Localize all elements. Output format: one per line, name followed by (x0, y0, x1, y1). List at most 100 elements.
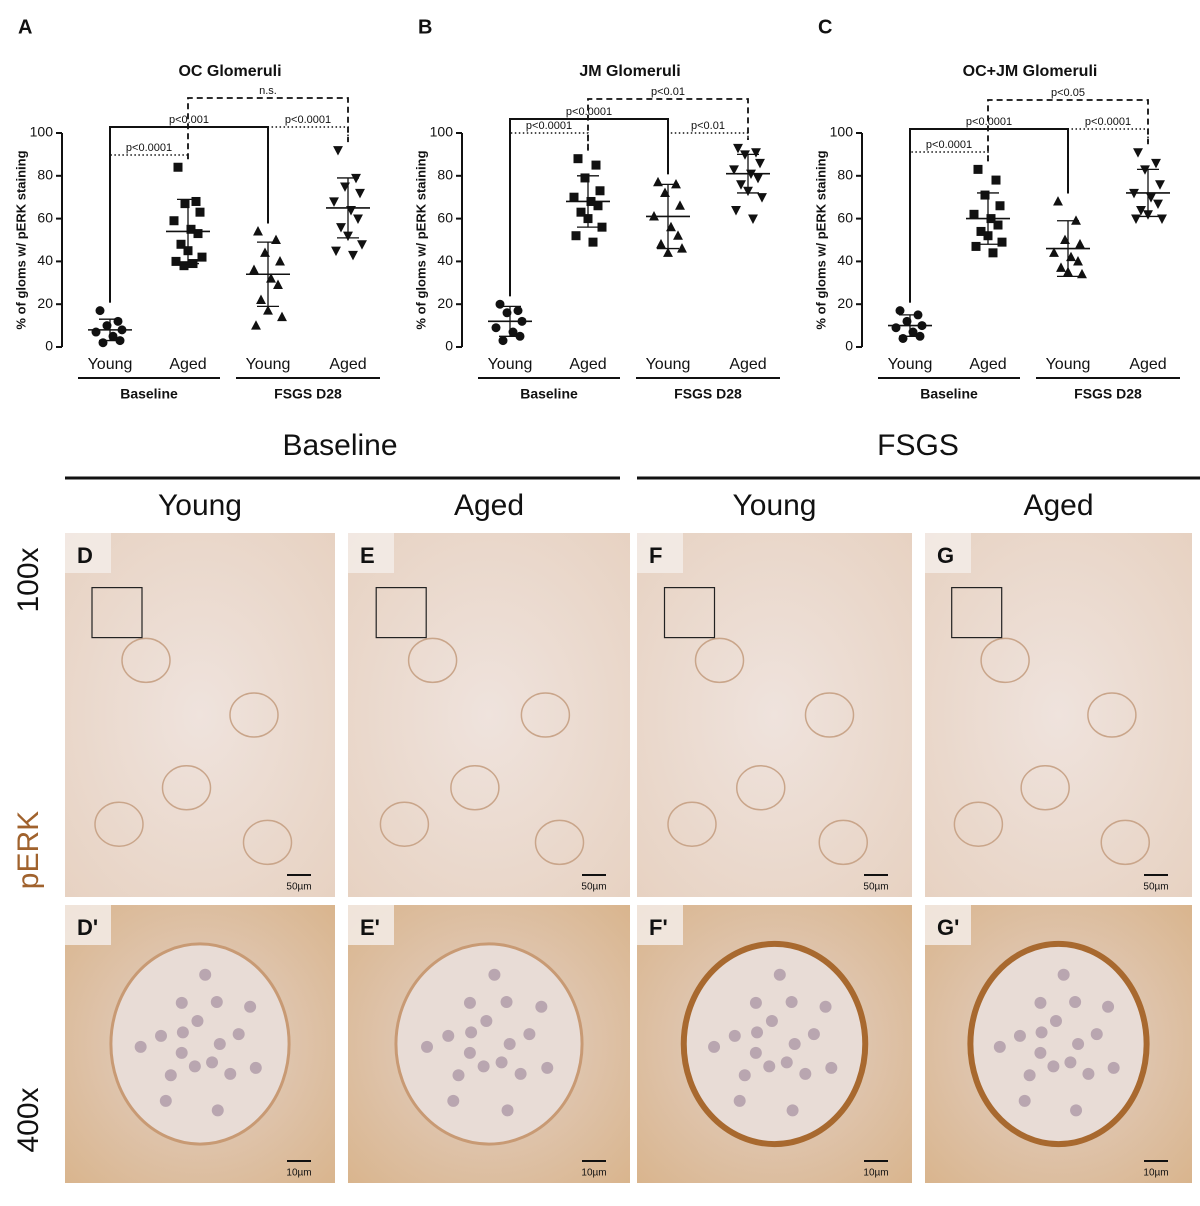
scale-label: 50µm (1143, 882, 1168, 893)
nucleus (1072, 1038, 1085, 1050)
data-point (191, 196, 201, 206)
data-point (1153, 199, 1163, 210)
x-tick-label: Young (246, 356, 291, 373)
nucleus (500, 996, 513, 1009)
data-point (591, 160, 601, 170)
data-point (576, 207, 586, 217)
chart-title: OC+JM Glomeruli (963, 63, 1098, 80)
x-tick-label: Young (888, 356, 933, 373)
chart-title: OC Glomeruli (178, 63, 281, 80)
y-tick-label: 100 (30, 124, 54, 140)
data-point (331, 246, 341, 257)
inset-box (663, 586, 716, 639)
nucleus (159, 1094, 172, 1107)
data-point (491, 323, 501, 333)
group-label: FSGS D28 (674, 386, 742, 402)
glomerulus (967, 940, 1150, 1148)
data-point (580, 173, 590, 183)
nucleus (249, 1061, 262, 1074)
nucleus (465, 1026, 478, 1039)
data-point (988, 248, 998, 258)
group-label: Baseline (120, 386, 178, 402)
data-point (1075, 238, 1085, 249)
significance-bracket (667, 132, 749, 175)
nucleus (738, 1069, 751, 1082)
panel-label: G' (937, 915, 959, 940)
nucleus (224, 1067, 237, 1080)
nucleus (765, 1015, 778, 1028)
data-point (113, 316, 123, 326)
data-point (508, 327, 518, 337)
nucleus (514, 1067, 527, 1080)
data-point (973, 164, 983, 174)
data-point (755, 158, 765, 169)
data-point (995, 201, 1005, 211)
data-point (993, 220, 1003, 230)
data-point (1136, 205, 1146, 216)
panel-label: E' (360, 915, 380, 940)
inset-box (91, 586, 143, 639)
data-point (348, 250, 358, 261)
nucleus (134, 1040, 147, 1053)
y-tick-label: 40 (837, 252, 853, 268)
panel-label: E (360, 543, 375, 568)
y-tick-label: 60 (837, 209, 853, 225)
glomerulus (980, 637, 1030, 684)
y-tick-label: 0 (845, 338, 853, 354)
glomerulus (394, 942, 584, 1146)
data-point (733, 143, 743, 154)
data-point (333, 146, 343, 156)
nucleus (763, 1060, 776, 1073)
nucleus (1057, 968, 1070, 981)
nucleus (176, 1026, 189, 1039)
nucleus (749, 996, 762, 1009)
glomerulus (109, 942, 291, 1146)
nucleus (1107, 1061, 1120, 1074)
data-point (1056, 262, 1066, 272)
glomerulus (121, 637, 171, 684)
panel-label: C (818, 16, 832, 38)
data-point (351, 173, 361, 184)
scale-label: 10µm (1143, 1168, 1168, 1179)
y-tick-label: 60 (37, 209, 53, 225)
y-tick-label: 80 (837, 167, 853, 183)
nucleus (733, 1094, 746, 1107)
data-point (740, 150, 750, 160)
panel-label: F (649, 543, 662, 568)
significance-bracket (509, 118, 669, 297)
nucleus (188, 1060, 201, 1073)
nucleus (535, 1000, 548, 1013)
panel-label-bg (637, 905, 683, 945)
panel-label-bg (65, 905, 111, 945)
panel-label: D' (77, 915, 98, 940)
nucleus (501, 1104, 514, 1117)
y-tick-label: 0 (45, 338, 53, 354)
data-point (675, 200, 685, 210)
data-point (969, 209, 979, 219)
glomerulus (694, 637, 745, 684)
data-point (179, 261, 189, 271)
x-tick-label: Young (488, 356, 533, 373)
nucleus (1034, 1046, 1047, 1059)
nucleus (728, 1029, 741, 1042)
group-label: FSGS D28 (1074, 386, 1142, 402)
data-point (980, 190, 990, 200)
data-point (571, 231, 581, 241)
data-point (336, 223, 346, 233)
glomerulus (1087, 692, 1137, 738)
data-point (751, 148, 761, 158)
data-point (673, 230, 683, 240)
y-axis-label: % of gloms w/ pERK staining (13, 150, 28, 329)
data-point (329, 197, 339, 207)
p-value: p<0.0001 (566, 106, 612, 118)
x-tick-label: Aged (329, 356, 366, 373)
y-tick-label: 80 (37, 167, 53, 183)
data-point (275, 256, 285, 266)
group-label: Baseline (520, 386, 578, 402)
nucleus (785, 996, 798, 1009)
significance-bracket (187, 97, 349, 160)
scale-label: 10µm (863, 1168, 888, 1179)
nucleus (175, 996, 188, 1009)
data-point (173, 162, 183, 172)
data-point (98, 338, 108, 348)
